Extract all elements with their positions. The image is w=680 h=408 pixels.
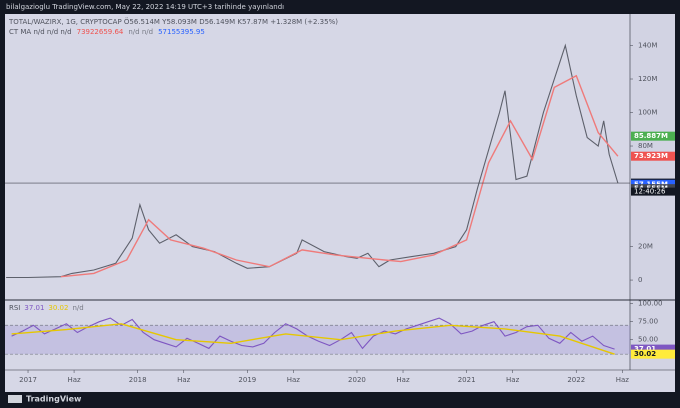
countdown: 12:40:26 <box>634 188 666 196</box>
x-tick-label: 2021 <box>458 376 476 384</box>
y-tick-label: 80M <box>638 142 653 150</box>
y-tick-label: 0 <box>638 276 642 284</box>
price-label-box <box>631 349 675 359</box>
y-tick-label: 20M <box>638 243 653 251</box>
series-line <box>60 74 619 278</box>
logo-icon <box>8 395 22 403</box>
rsi-legend: RSI <box>9 304 20 312</box>
chart-background <box>5 14 675 392</box>
y-tick-label: 100M <box>638 109 657 117</box>
x-tick-label: 2017 <box>19 376 37 384</box>
rsi-band <box>5 325 630 355</box>
legend: TOTAL/WAZIRX, 1G, CRYPTOCAP Ö56.514M Y58… <box>8 17 338 26</box>
x-tick-label: Haz <box>506 376 520 384</box>
y-tick-label: 120M <box>638 75 657 83</box>
y-tick-label: 140M <box>638 41 657 49</box>
x-tick-label: 2022 <box>567 376 585 384</box>
x-tick-label: Haz <box>616 376 630 384</box>
rsi-value: 30.02 <box>48 304 68 312</box>
y-tick-label: 100.00 <box>638 300 663 308</box>
x-tick-label: Haz <box>287 376 301 384</box>
price-label: 37.01 <box>634 345 656 353</box>
ma-value: 73922659.64 <box>77 28 124 36</box>
rsi-value: 37.01 <box>24 304 44 312</box>
x-tick-label: Haz <box>67 376 81 384</box>
header: bilalgazioglu TradingView.com, May 22, 2… <box>6 3 284 11</box>
footer-logo: TradingView <box>26 395 82 404</box>
ma-legend: CT MA n/d n/d n/d <box>9 28 72 36</box>
ma-value: 57155395.95 <box>158 28 205 36</box>
price-label: 85.887M <box>634 132 668 140</box>
price-label: 30.02 <box>634 350 656 358</box>
ma-value: n/d n/d <box>128 28 153 36</box>
price-label-box <box>631 151 675 161</box>
countdown-box <box>631 187 675 196</box>
series-line <box>6 43 619 279</box>
x-tick-label: Haz <box>177 376 191 384</box>
series-line <box>11 323 615 355</box>
series-line <box>11 317 615 350</box>
price-label-box <box>631 131 675 141</box>
y-tick-label: 50.00 <box>638 336 658 344</box>
y-tick-label: 75.00 <box>638 318 658 326</box>
x-tick-label: 2019 <box>238 376 256 384</box>
price-label-box <box>631 344 675 354</box>
x-tick-label: Haz <box>396 376 410 384</box>
x-tick-label: 2018 <box>129 376 147 384</box>
x-tick-label: 2020 <box>348 376 366 384</box>
rsi-value: n/d <box>72 304 83 312</box>
price-label: 73.923M <box>634 152 668 160</box>
